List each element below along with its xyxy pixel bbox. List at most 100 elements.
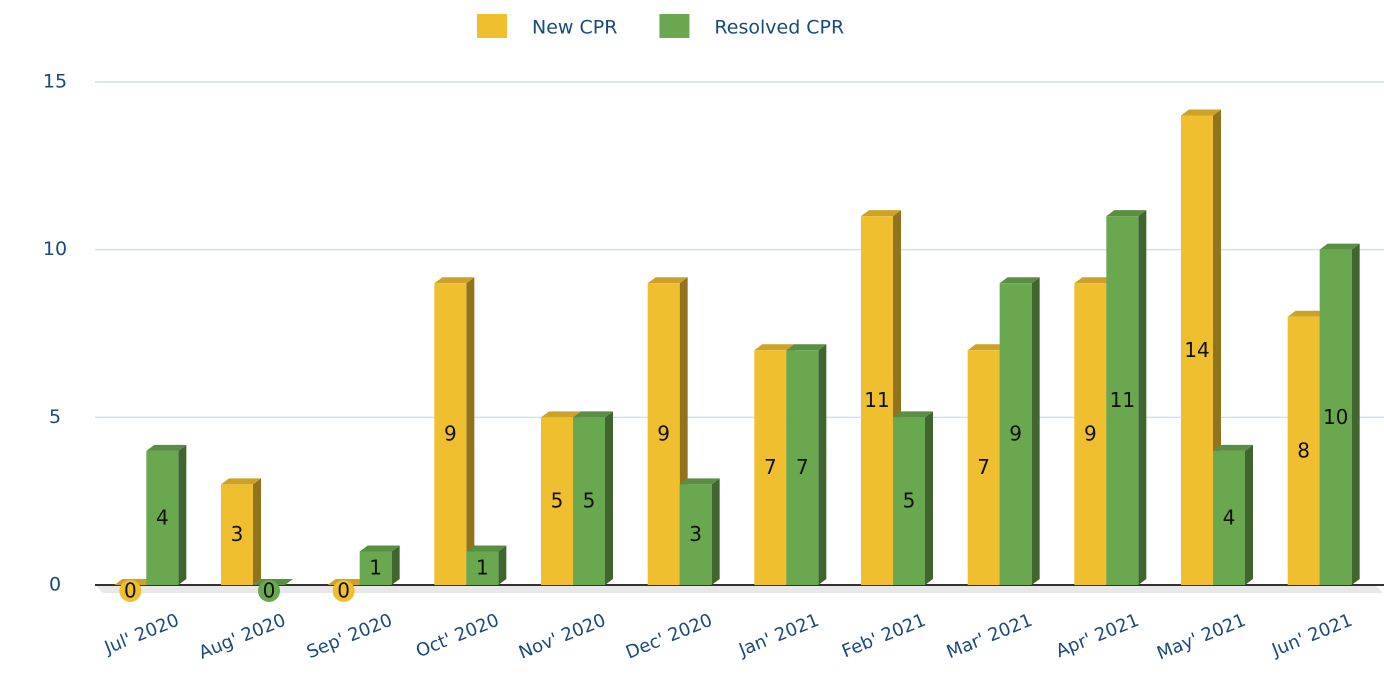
x-tick-label: Jun' 2021: [1268, 610, 1355, 662]
bar-top: [679, 478, 720, 485]
data-label: 3: [689, 522, 702, 546]
x-tick-label: Jul' 2020: [101, 610, 182, 659]
bar: [967, 350, 1000, 585]
bar-top: [1213, 444, 1253, 451]
bar: [1106, 216, 1139, 585]
y-tick-label: 15: [43, 71, 67, 93]
data-label: 9: [444, 422, 457, 446]
bar-side: [1031, 277, 1040, 585]
bar: [359, 551, 392, 585]
bar-top: [1106, 210, 1147, 217]
data-label: 7: [977, 455, 990, 479]
bar-top: [573, 411, 613, 418]
bar-top: [754, 344, 795, 351]
x-tick-label: May' 2021: [1154, 610, 1249, 665]
bar: [786, 350, 819, 585]
bar-top: [1181, 109, 1221, 116]
bar-side: [925, 411, 933, 585]
bar-top: [359, 545, 400, 552]
data-label: 3: [231, 522, 244, 546]
data-label: 11: [1110, 388, 1135, 412]
x-tick-label: Apr' 2021: [1053, 610, 1142, 662]
bar: [1213, 450, 1245, 585]
data-label: 9: [1009, 422, 1022, 446]
bar: [1074, 283, 1107, 585]
bar-side: [1138, 210, 1147, 585]
y-tick-label: 10: [43, 238, 67, 260]
bar-side: [253, 478, 261, 585]
x-tick-label: Oct' 2020: [413, 610, 502, 662]
legend-label: Resolved CPR: [714, 17, 844, 39]
bar-top: [999, 277, 1040, 284]
data-label: 7: [764, 455, 777, 479]
x-tick-label: Nov' 2020: [516, 610, 609, 664]
bar: [146, 450, 179, 585]
zero-marker: [332, 580, 355, 602]
bar-side: [1245, 444, 1253, 585]
x-tick-label: Dec' 2020: [623, 610, 716, 664]
bar-side: [391, 545, 400, 585]
legend-swatch: [659, 14, 690, 38]
bar-top: [1319, 243, 1360, 250]
bar: [679, 484, 712, 585]
bar-side: [466, 277, 475, 585]
bar: [573, 417, 605, 585]
bar-side: [1351, 243, 1360, 585]
floor: [95, 585, 1383, 593]
bar-side: [605, 411, 613, 585]
data-label: 1: [369, 556, 382, 580]
data-label: 0: [124, 579, 137, 603]
data-label: 14: [1184, 338, 1209, 362]
data-label: 11: [864, 388, 889, 412]
x-tick-label: Aug' 2020: [196, 610, 289, 664]
bar-top: [967, 344, 1008, 351]
bar: [541, 417, 573, 585]
bar: [466, 551, 499, 585]
x-tick-label: Feb' 2021: [839, 610, 929, 663]
data-label: 1: [476, 556, 489, 580]
data-label: 5: [903, 489, 916, 513]
data-label: 5: [583, 489, 596, 513]
x-tick-label: Sep' 2020: [304, 610, 396, 663]
bar: [861, 216, 893, 585]
bar-top: [541, 411, 581, 418]
bar-side: [818, 344, 827, 585]
data-label: 10: [1323, 405, 1348, 429]
bar-side: [498, 545, 507, 585]
data-label: 8: [1297, 438, 1310, 462]
y-tick-label: 5: [49, 406, 61, 428]
zero-marker: [119, 580, 142, 602]
bar: [1181, 115, 1213, 586]
data-label: 9: [657, 422, 670, 446]
bar-top: [647, 277, 688, 284]
bar-top: [1074, 277, 1115, 284]
data-label: 9: [1084, 422, 1097, 446]
bar: [221, 484, 253, 585]
bar: [1287, 316, 1320, 585]
data-label: 0: [263, 579, 276, 603]
data-label: 7: [796, 455, 809, 479]
bar-side: [178, 444, 187, 585]
x-tick-label: Mar' 2021: [944, 610, 1036, 663]
bar-top: [434, 277, 475, 284]
bar-top: [786, 344, 827, 351]
bar-top: [861, 210, 901, 217]
bar: [647, 283, 680, 585]
bar-top: [466, 545, 507, 552]
data-label: 4: [1223, 505, 1236, 529]
bar: [999, 283, 1032, 585]
legend-swatch: [477, 14, 507, 38]
bar-top: [1287, 310, 1328, 317]
x-tick-label: Jan' 2021: [735, 610, 822, 661]
bar: [434, 283, 467, 585]
legend-label: New CPR: [532, 17, 617, 39]
data-label: 0: [337, 579, 350, 603]
bar-side: [711, 478, 720, 585]
data-label: 5: [551, 489, 564, 513]
bar: [893, 417, 925, 585]
bar-top: [893, 411, 933, 418]
bar-top: [221, 478, 261, 485]
bar: [1319, 249, 1352, 585]
bar-top: [146, 444, 187, 451]
